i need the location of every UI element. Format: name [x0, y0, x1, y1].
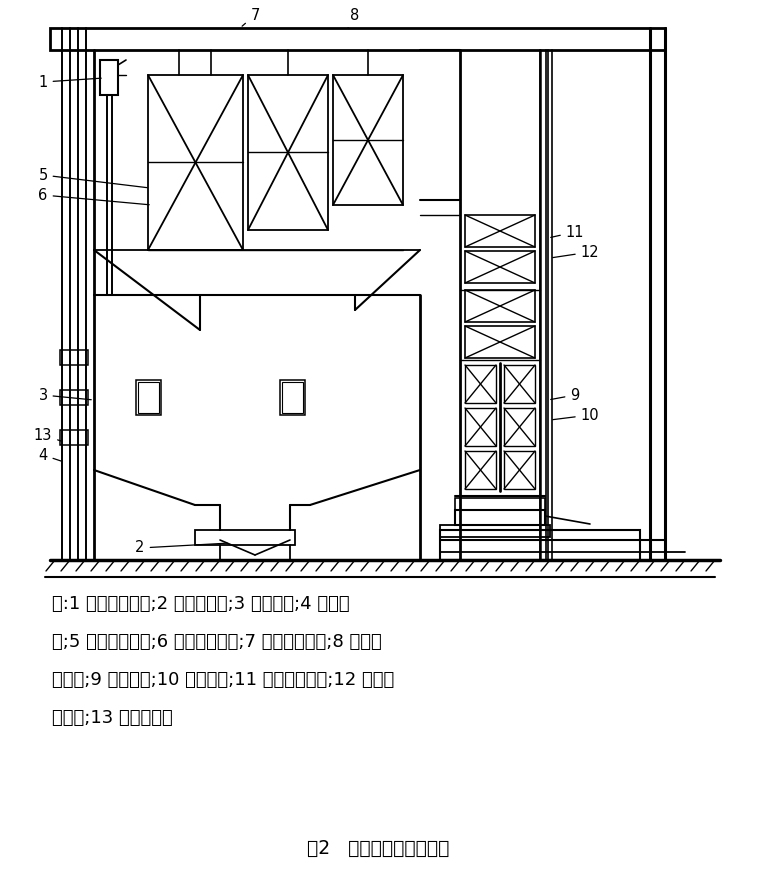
Bar	[148, 75, 243, 250]
Text: 6: 6	[39, 187, 149, 205]
Text: 4: 4	[39, 448, 61, 463]
Text: 12: 12	[553, 245, 600, 260]
Text: 注:1 为汽水分离器;2 为除渣装置;3 为燃烧器;4 为下降: 注:1 为汽水分离器;2 为除渣装置;3 为燃烧器;4 为下降	[52, 595, 350, 613]
Bar	[465, 215, 535, 247]
Text: 2: 2	[136, 540, 227, 555]
Bar	[60, 430, 88, 445]
Bar	[504, 408, 535, 446]
Bar	[440, 525, 550, 537]
Text: 再热器;9 为空预器;10 为省煤器;11 为低温过热器;12 为低温: 再热器;9 为空预器;10 为省煤器;11 为低温过热器;12 为低温	[52, 671, 394, 689]
Bar	[465, 290, 535, 322]
Bar	[333, 75, 403, 205]
Bar	[248, 75, 328, 230]
Bar	[440, 530, 640, 560]
Text: 图2   火电厂燃烧系统结构: 图2 火电厂燃烧系统结构	[307, 839, 450, 857]
Text: 再热器;13 为水冷壁。: 再热器;13 为水冷壁。	[52, 709, 173, 727]
Text: 9: 9	[551, 387, 580, 402]
Bar	[504, 365, 535, 403]
Text: 11: 11	[550, 224, 584, 239]
Bar	[138, 382, 159, 413]
Bar	[136, 380, 161, 415]
Text: 13: 13	[34, 428, 61, 443]
Bar	[195, 530, 295, 545]
Text: 1: 1	[39, 75, 101, 90]
Text: 7: 7	[242, 8, 260, 26]
Bar	[465, 251, 535, 283]
Bar	[455, 498, 545, 510]
Text: 8: 8	[348, 8, 360, 28]
Text: 5: 5	[39, 167, 148, 187]
Bar	[465, 365, 496, 403]
Bar	[282, 382, 303, 413]
Bar	[280, 380, 305, 415]
Text: 10: 10	[553, 407, 600, 422]
Bar	[465, 408, 496, 446]
Bar	[60, 390, 88, 405]
Bar	[100, 60, 118, 95]
Bar	[455, 510, 545, 525]
Bar	[504, 451, 535, 489]
Bar	[50, 28, 665, 50]
Text: 3: 3	[39, 387, 92, 402]
Bar	[465, 326, 535, 358]
Bar	[60, 350, 88, 365]
Text: 管;5 为前屏过热器;6 为后屏过热器;7 为高温过热器;8 为高温: 管;5 为前屏过热器;6 为后屏过热器;7 为高温过热器;8 为高温	[52, 633, 382, 651]
Bar	[465, 451, 496, 489]
